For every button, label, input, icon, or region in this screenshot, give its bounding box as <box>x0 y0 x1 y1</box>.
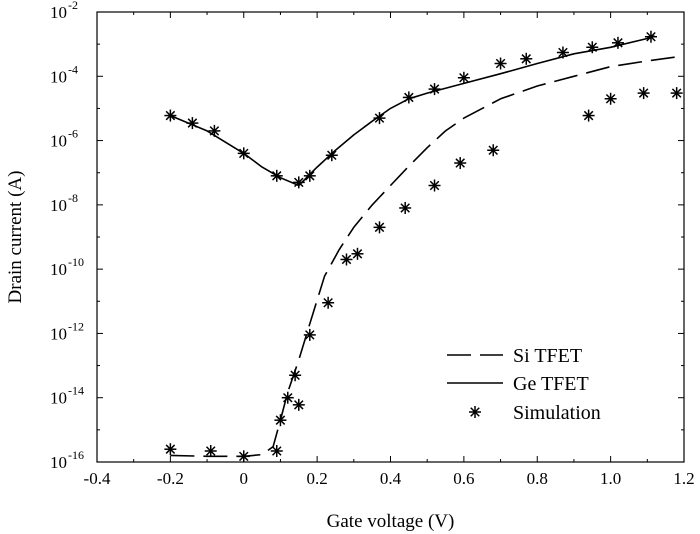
simulation-point <box>340 253 353 266</box>
simulation-point <box>292 176 305 189</box>
simulation-point <box>292 398 305 411</box>
series-layer <box>164 30 683 463</box>
y-tick-exponent: -2 <box>68 0 78 12</box>
simulation-point <box>186 117 199 130</box>
simulation-point <box>164 109 177 122</box>
plot-frame <box>96 11 685 463</box>
simulation-point <box>399 201 412 214</box>
y-tick-exponent: -14 <box>68 384 84 398</box>
y-tick-label: 10 <box>50 3 67 22</box>
simulation-point <box>204 444 217 457</box>
y-tick-label: 10 <box>50 196 67 215</box>
simulation-point <box>281 391 294 404</box>
x-tick-label: -0.4 <box>84 469 111 488</box>
simulation-point <box>270 169 283 182</box>
y-tick-label: 10 <box>50 453 67 472</box>
y-tick-label: 10 <box>50 324 67 343</box>
simulation-point <box>637 87 650 100</box>
simulation-point <box>487 144 500 157</box>
simulation-point <box>604 92 617 105</box>
simulation-point <box>586 41 599 54</box>
simulation-point <box>164 443 177 456</box>
simulation-point <box>237 147 250 160</box>
x-tick-label: -0.2 <box>157 469 184 488</box>
legend-label: Ge TFET <box>513 373 589 395</box>
simulation-point <box>428 83 441 96</box>
simulation-point <box>582 109 595 122</box>
y-tick-label: 10 <box>50 132 67 151</box>
y-tick-exponent: -4 <box>68 62 78 76</box>
simulation-point <box>402 91 415 104</box>
simulation-point <box>325 149 338 162</box>
legend-marker-simulation <box>469 406 481 418</box>
x-axis: -0.4 -0.2 0 0.2 0.4 0.6 0.8 1.0 1.2 <box>84 12 695 488</box>
simulation-point <box>373 112 386 125</box>
y-axis-title: Drain current (A) <box>5 171 26 304</box>
x-tick-label: 0 <box>240 469 249 488</box>
simulation-point <box>556 46 569 59</box>
simulation-point <box>237 450 250 463</box>
legend-label: Simulation <box>513 402 601 424</box>
y-tick-exponent: -12 <box>68 319 84 333</box>
series-line-ge-tfet <box>170 35 655 187</box>
y-tick-label: 10 <box>50 67 67 86</box>
simulation-point <box>611 36 624 49</box>
y-tick-exponent: -6 <box>68 127 78 141</box>
simulation-point <box>208 124 221 137</box>
simulation-point <box>289 369 302 382</box>
y-tick-label: 10 <box>50 260 67 279</box>
legend-label: Si TFET <box>513 345 582 367</box>
y-tick-label: 10 <box>50 389 67 408</box>
x-tick-label: 0.6 <box>453 469 474 488</box>
series-simulation <box>164 30 683 463</box>
simulation-point <box>520 52 533 65</box>
x-tick-label: 0.8 <box>527 469 548 488</box>
x-tick-label: 1.0 <box>600 469 621 488</box>
simulation-point <box>494 57 507 70</box>
simulation-point <box>457 71 470 84</box>
simulation-point <box>373 221 386 234</box>
simulation-point <box>270 444 283 457</box>
x-tick-label: 0.4 <box>380 469 402 488</box>
plot-border <box>96 11 685 463</box>
series-line-si-tfet <box>170 56 677 458</box>
simulation-point <box>322 296 335 309</box>
x-tick-label: 0.2 <box>307 469 328 488</box>
legend: Si TFET Ge TFET Simulation <box>447 345 601 424</box>
y-tick-exponent: -10 <box>68 255 84 269</box>
simulation-point <box>454 157 467 170</box>
y-tick-exponent: -16 <box>68 448 84 462</box>
x-tick-label: 1.2 <box>673 469 694 488</box>
simulation-point <box>351 247 364 260</box>
simulation-point <box>303 169 316 182</box>
simulation-point <box>303 328 316 341</box>
simulation-point <box>670 87 683 100</box>
simulation-point <box>428 179 441 192</box>
simulation-point <box>274 414 287 427</box>
x-axis-title: Gate voltage (V) <box>327 511 455 532</box>
y-tick-exponent: -8 <box>68 191 78 205</box>
simulation-point <box>644 30 657 43</box>
